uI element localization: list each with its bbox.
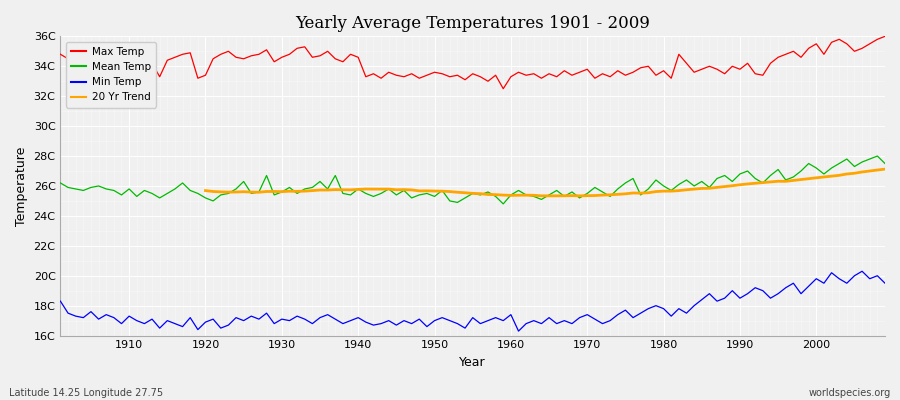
- Y-axis label: Temperature: Temperature: [15, 146, 28, 226]
- Text: worldspecies.org: worldspecies.org: [809, 388, 891, 398]
- Legend: Max Temp, Mean Temp, Min Temp, 20 Yr Trend: Max Temp, Mean Temp, Min Temp, 20 Yr Tre…: [66, 42, 156, 108]
- Title: Yearly Average Temperatures 1901 - 2009: Yearly Average Temperatures 1901 - 2009: [295, 15, 650, 32]
- X-axis label: Year: Year: [459, 356, 486, 369]
- Text: Latitude 14.25 Longitude 27.75: Latitude 14.25 Longitude 27.75: [9, 388, 163, 398]
